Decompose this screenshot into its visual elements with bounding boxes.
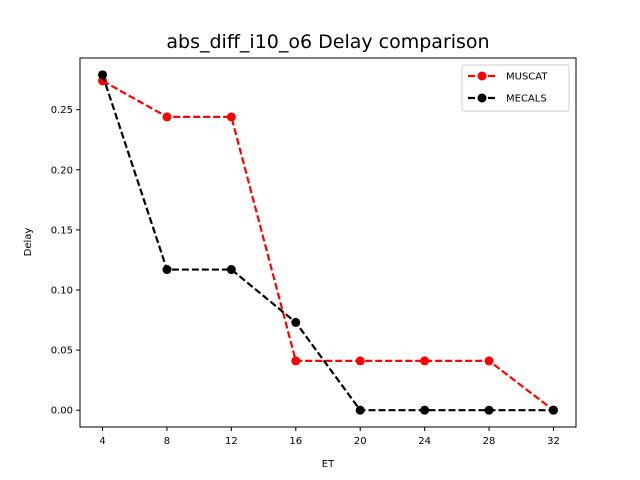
- series-line-mecals: [101, 74, 554, 412]
- y-tick-label: 0.10: [51, 285, 73, 296]
- y-tick-label: 0.25: [51, 105, 73, 116]
- y-tick-label: 0.15: [51, 225, 73, 236]
- data-point-muscat: [162, 112, 172, 122]
- data-point-mecals: [162, 265, 172, 275]
- data-point-muscat: [291, 356, 301, 366]
- data-point-muscat: [226, 112, 236, 122]
- y-tick-label: 0.20: [51, 165, 73, 176]
- data-point-mecals: [420, 405, 430, 415]
- chart-title: abs_diff_i10_o6 Delay comparison: [166, 31, 489, 53]
- data-point-mecals: [291, 317, 301, 327]
- x-tick-label: 12: [225, 436, 238, 447]
- plot-layer: [98, 70, 558, 415]
- data-point-mecals: [226, 265, 236, 275]
- legend: MUSCAT MECALS: [461, 64, 570, 112]
- data-point-mecals: [548, 405, 558, 415]
- legend-marker-muscat: [477, 71, 487, 81]
- x-tick-label: 16: [289, 436, 302, 447]
- legend-label-mecals: MECALS: [506, 94, 547, 105]
- data-point-mecals: [355, 405, 365, 415]
- data-point-muscat: [420, 356, 430, 366]
- x-tick-label: 32: [547, 436, 560, 447]
- data-point-muscat: [484, 356, 494, 366]
- series-line-muscat: [102, 79, 555, 412]
- x-tick-label: 20: [354, 436, 367, 447]
- y-tick-label: 0.00: [51, 406, 73, 417]
- data-point-muscat: [355, 356, 365, 366]
- x-axis-label: ET: [322, 459, 335, 470]
- x-tick-label: 24: [418, 436, 431, 447]
- x-tick-label: 8: [164, 436, 170, 447]
- x-tick-label: 4: [99, 436, 105, 447]
- y-tick-label: 0.05: [51, 346, 73, 357]
- legend-label-muscat: MUSCAT: [506, 72, 548, 83]
- data-point-mecals: [98, 70, 108, 80]
- legend-marker-mecals: [477, 93, 487, 103]
- x-tick-label: 28: [483, 436, 496, 447]
- y-axis-label: Delay: [23, 228, 34, 257]
- data-point-mecals: [484, 405, 494, 415]
